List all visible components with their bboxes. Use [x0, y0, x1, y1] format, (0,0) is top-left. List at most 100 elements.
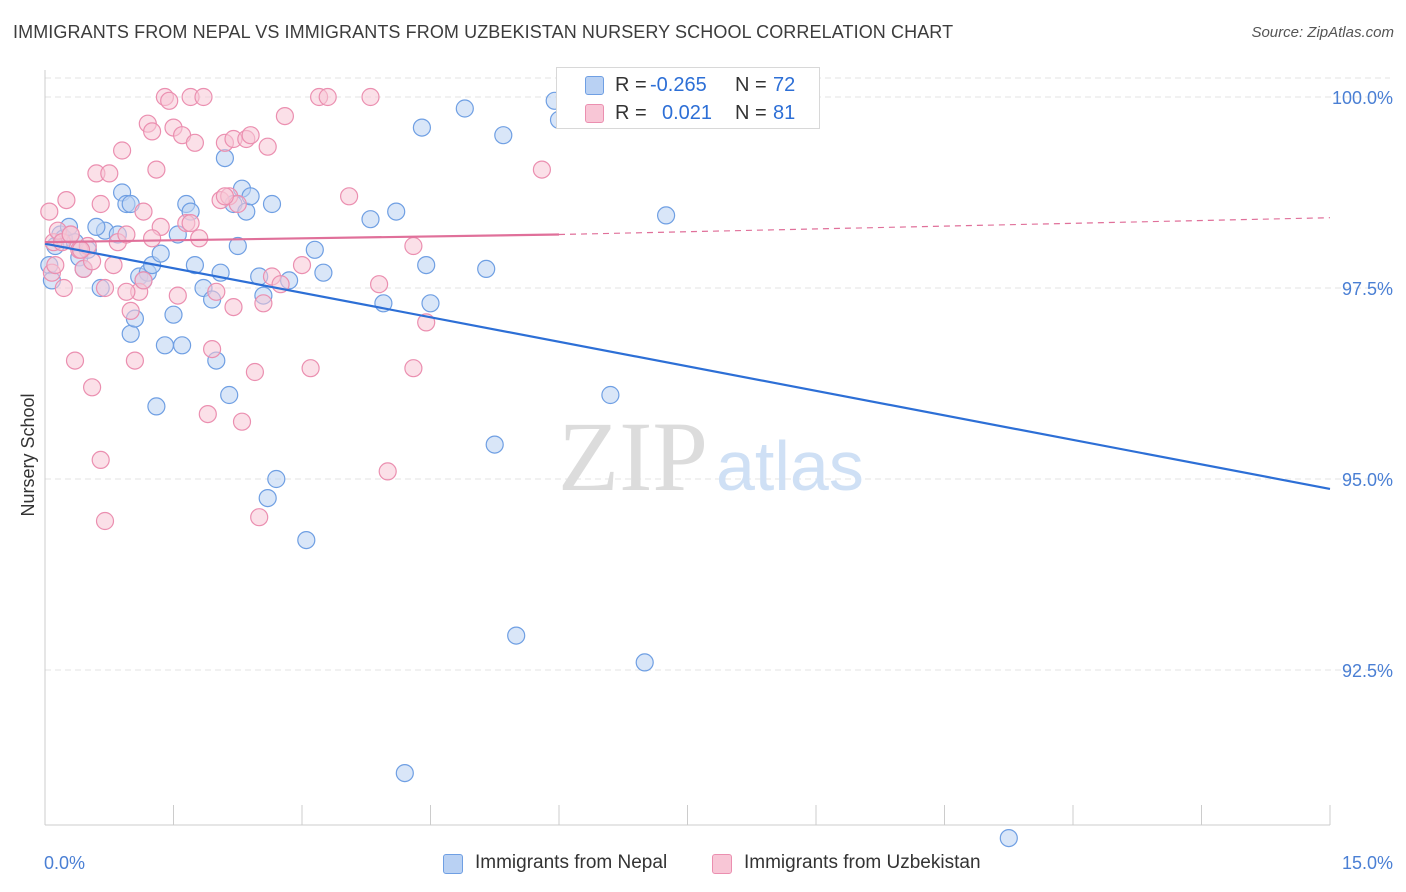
nepal-point	[121, 324, 140, 343]
nepal-point	[297, 530, 316, 550]
nepal-point	[147, 397, 166, 416]
uzbekistan-point	[143, 122, 162, 141]
nepal-point	[507, 626, 526, 645]
n-label: N =	[735, 74, 767, 96]
uzbekistan-point	[198, 405, 217, 424]
uzbekistan-point	[378, 462, 397, 481]
uzbekistan-point	[46, 256, 65, 275]
uzbekistan-point	[404, 236, 423, 256]
trend-layer	[44, 217, 1331, 491]
uzbekistan-point	[91, 450, 110, 469]
uzbekistan-point	[181, 214, 200, 233]
uzbekistan-point	[95, 511, 115, 531]
uzbekistan-swatch	[585, 104, 604, 123]
uzbekistan-point	[275, 106, 294, 126]
uzbekistan-point	[57, 191, 76, 210]
uzbekistan-point	[404, 359, 423, 378]
nepal-point	[395, 763, 414, 783]
uzbekistan-legend-swatch	[712, 854, 732, 874]
uzbekistan-point	[117, 282, 136, 301]
n-label: N =	[735, 102, 767, 124]
nepal-point	[417, 256, 436, 275]
nepal-swatch	[585, 76, 604, 95]
uzbekistan-point	[190, 229, 209, 248]
nepal-point	[601, 385, 620, 405]
uzbekistan-legend-label: Immigrants from Uzbekistan	[744, 852, 981, 873]
uzbekistan-point	[121, 301, 140, 320]
nepal-point	[87, 217, 106, 236]
uzbekistan-point	[117, 225, 136, 244]
chart-title: IMMIGRANTS FROM NEPAL VS IMMIGRANTS FROM…	[13, 22, 954, 42]
nepal-point	[361, 210, 380, 229]
uzbekistan-point	[318, 87, 337, 107]
uzbekistan-point	[104, 256, 123, 275]
r-label: R =	[615, 102, 647, 124]
uzbekistan-trend-line	[44, 233, 560, 244]
nepal-legend-swatch	[443, 854, 463, 874]
uzbekistan-point	[292, 256, 312, 275]
points-layer	[40, 87, 1018, 848]
uzbekistan-point	[91, 194, 110, 214]
nepal-point	[173, 336, 192, 355]
uzbekistan-point	[61, 225, 80, 244]
uzbekistan-point	[245, 362, 264, 382]
uzbekistan-point	[215, 187, 234, 206]
uzbekistan-point	[143, 229, 162, 248]
y-tick-label: 95.0%	[1342, 470, 1393, 490]
nepal-point	[421, 294, 440, 313]
nepal-point	[494, 126, 513, 145]
nepal-point	[151, 244, 170, 263]
uzbekistan-point	[147, 160, 166, 179]
uzbekistan-point	[65, 351, 85, 370]
nepal-point	[485, 435, 504, 454]
y-tick-label: 92.5%	[1342, 661, 1393, 681]
nepal-point	[228, 236, 247, 256]
y-tick-label: 97.5%	[1342, 279, 1393, 299]
uzbekistan-point	[112, 141, 132, 160]
uzbekistan-point	[361, 87, 380, 107]
uzbekistan-point	[301, 359, 320, 378]
uzbekistan-point	[160, 91, 179, 110]
tick-label-layer: 92.5% 95.0% 97.5% 100.0% 0.0% 15.0%	[44, 88, 1393, 873]
uzbekistan-point	[134, 202, 153, 221]
y-axis-label: Nursery School	[18, 393, 38, 516]
nepal-point	[455, 99, 474, 118]
uzbekistan-point	[125, 351, 144, 370]
uzbekistan-point	[370, 275, 389, 294]
uzbekistan-point	[224, 298, 243, 317]
nepal-r-value: -0.265	[650, 74, 707, 96]
uzbekistan-point	[54, 278, 73, 298]
nepal-point	[258, 489, 277, 508]
uzbekistan-point	[203, 340, 222, 359]
x-tick-label-max: 15.0%	[1342, 853, 1393, 873]
nepal-point	[314, 263, 333, 282]
uzbekistan-point	[232, 412, 252, 431]
uzbekistan-r-value: 0.021	[662, 102, 713, 124]
nepal-trend-line	[44, 242, 1331, 491]
nepal-n-value: 72	[773, 74, 796, 96]
uzbekistan-point	[100, 164, 119, 183]
x-tick-label-min: 0.0%	[44, 853, 85, 873]
uzbekistan-point	[194, 87, 213, 107]
nepal-point	[215, 149, 234, 168]
nepal-point	[999, 828, 1018, 848]
source-label: Source: ZipAtlas.com	[1251, 24, 1394, 41]
uzbekistan-point	[207, 282, 226, 301]
stats-row-nepal: R = -0.265 N = 72	[557, 72, 819, 100]
axis-layer	[44, 70, 1331, 826]
nepal-point	[387, 202, 406, 221]
watermark-zip: ZIP	[558, 401, 708, 512]
nepal-point	[220, 385, 239, 405]
uzbekistan-point	[254, 294, 273, 313]
nepal-point	[656, 206, 676, 225]
uzbekistan-point	[185, 133, 204, 152]
uzbekistan-point	[250, 508, 269, 527]
watermark: ZIP atlas	[558, 401, 864, 512]
nepal-legend-label: Immigrants from Nepal	[475, 852, 668, 873]
uzbekistan-point	[340, 187, 359, 206]
nepal-point	[164, 305, 183, 324]
stats-row-uzbekistan: R = 0.021 N = 81	[557, 100, 819, 128]
r-label: R =	[615, 74, 647, 96]
uzbekistan-point	[258, 137, 277, 156]
